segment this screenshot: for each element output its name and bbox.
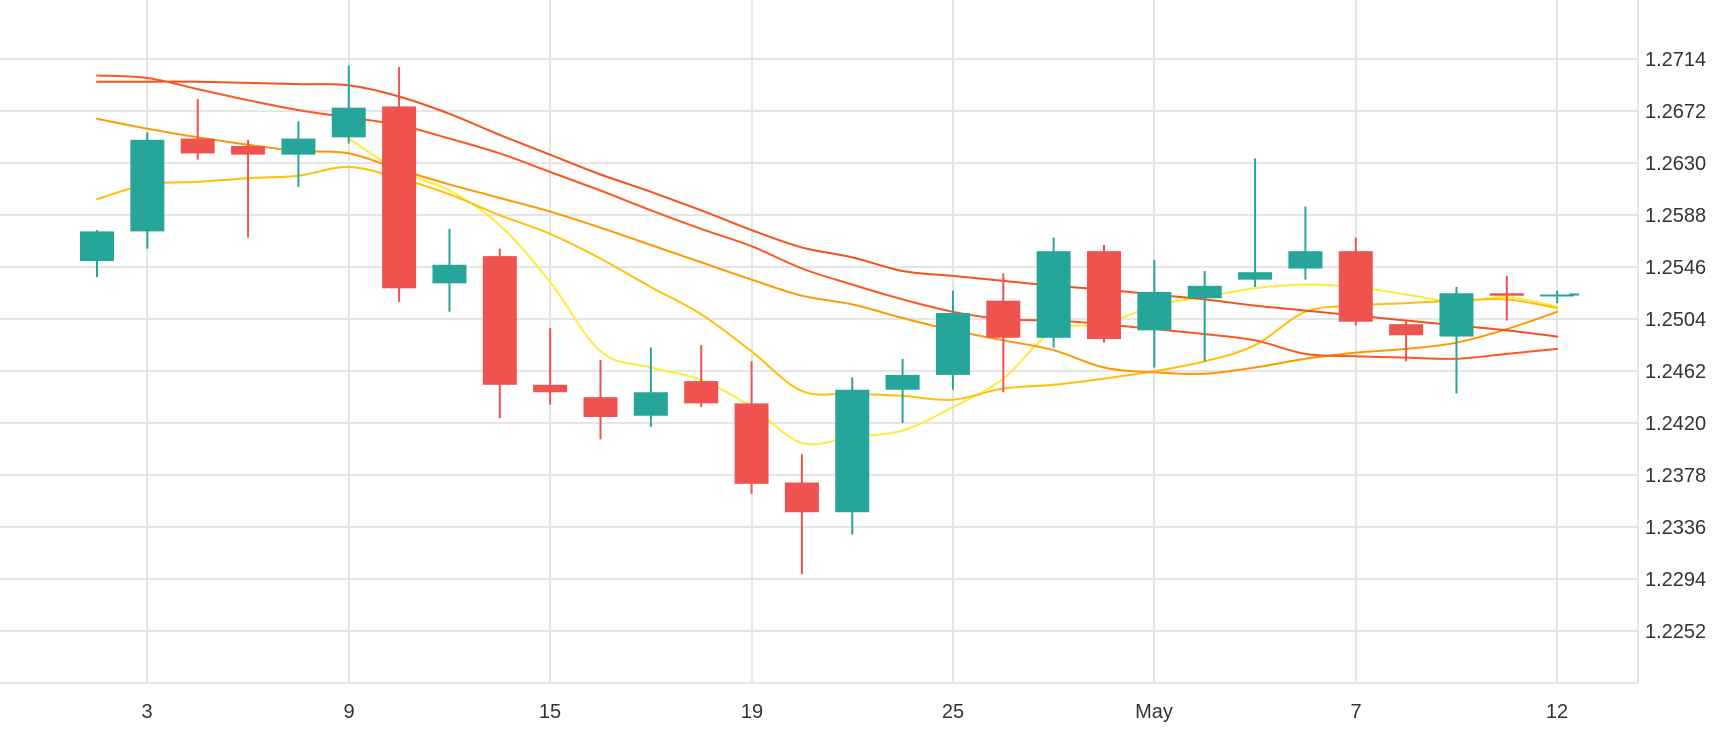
candle — [533, 327, 568, 405]
candle-body — [885, 374, 920, 390]
candle-body — [734, 403, 769, 484]
candle — [1288, 206, 1323, 280]
candle — [180, 98, 215, 160]
candle — [835, 377, 870, 535]
candle — [432, 228, 467, 312]
candle — [583, 360, 618, 440]
candle — [130, 132, 165, 249]
x-tick-label: May — [1135, 701, 1173, 723]
y-tick-label: 1.2546 — [1645, 257, 1706, 279]
candle — [382, 66, 417, 302]
candle — [281, 121, 316, 187]
moving-average-line — [96, 80, 1559, 338]
x-tick-label: 19 — [741, 701, 763, 723]
candle-body — [533, 384, 568, 393]
x-tick-label: 9 — [343, 701, 354, 723]
candles — [80, 65, 1580, 575]
candle — [331, 65, 366, 144]
y-tick-label: 1.2672 — [1645, 101, 1706, 123]
candle-body — [432, 264, 467, 284]
candle — [1489, 275, 1524, 321]
x-tick-label: 25 — [942, 701, 964, 723]
x-tick-label: 7 — [1350, 701, 1361, 723]
candle-body — [231, 146, 266, 155]
candle — [1036, 237, 1071, 348]
candle-body — [1389, 324, 1424, 336]
candle-body — [1187, 285, 1222, 299]
candle — [80, 230, 114, 278]
y-tick-label: 1.2252 — [1645, 621, 1706, 643]
candle-body — [935, 313, 970, 375]
candle-body — [281, 138, 316, 155]
candle-body — [1489, 293, 1524, 296]
grid — [0, 0, 1638, 683]
candle — [935, 290, 970, 390]
y-tick-label: 1.2294 — [1645, 569, 1706, 591]
candle-body — [684, 381, 719, 404]
y-tick-label: 1.2588 — [1645, 205, 1706, 227]
candle-body — [784, 482, 819, 513]
candle-body — [180, 138, 215, 154]
y-tick-label: 1.2336 — [1645, 517, 1706, 539]
candle-body — [835, 389, 870, 513]
candle-body — [1338, 251, 1373, 322]
candle — [684, 345, 719, 408]
x-tick-label: 3 — [141, 701, 152, 723]
axes: 1.2714 1.2672 1.2630 1.2588 1.2546 1.2504 1.24… — [0, 0, 1706, 723]
moving-average-line — [96, 165, 1559, 401]
candle — [1187, 270, 1222, 362]
candle-body — [986, 300, 1021, 338]
candle-body — [482, 256, 517, 385]
candle — [784, 454, 819, 575]
y-tick-label: 1.2630 — [1645, 153, 1706, 175]
candle — [1338, 237, 1373, 326]
y-tick-label: 1.2378 — [1645, 465, 1706, 487]
candle — [1389, 320, 1424, 362]
candle — [1137, 259, 1172, 368]
candle-body — [1288, 251, 1323, 269]
candle — [482, 248, 517, 419]
candle-body — [130, 139, 165, 232]
candle — [986, 273, 1021, 393]
candle — [1439, 287, 1474, 394]
candle-body — [80, 231, 114, 262]
candle-body — [1137, 292, 1172, 331]
candle — [1540, 290, 1575, 304]
y-tick-label: 1.2420 — [1645, 413, 1706, 435]
candle-body — [382, 106, 417, 289]
candle-body — [583, 397, 618, 417]
y-tick-label: 1.2714 — [1645, 49, 1706, 71]
y-tick-label: 1.2462 — [1645, 361, 1706, 383]
x-tick-label: 12 — [1546, 701, 1568, 723]
moving-average-line — [96, 74, 1559, 360]
candle — [1238, 158, 1273, 288]
x-tick-label: 15 — [539, 701, 561, 723]
candle — [734, 361, 769, 494]
candle — [231, 139, 266, 238]
candle — [633, 347, 668, 427]
candle-body — [1087, 251, 1121, 340]
candle-body — [1036, 251, 1071, 338]
moving-average-lines — [96, 74, 1559, 446]
candle-body — [331, 107, 366, 138]
candle-body — [1238, 272, 1273, 280]
candle-body — [633, 392, 668, 416]
candle — [1087, 244, 1121, 343]
y-tick-label: 1.2504 — [1645, 309, 1706, 331]
candle-body — [1439, 293, 1474, 337]
candle-body — [1540, 294, 1575, 297]
candle — [885, 358, 920, 424]
moving-average-line — [96, 117, 1559, 375]
